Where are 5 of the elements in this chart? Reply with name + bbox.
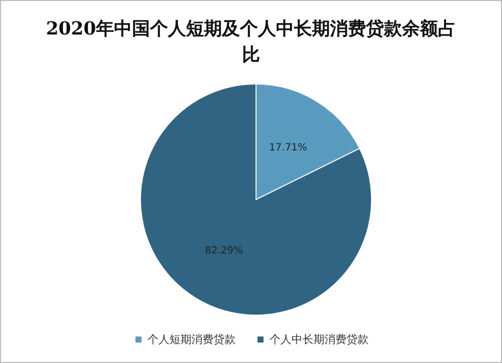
chart-title: 2020年中国个人短期及个人中长期消费贷款余额占比	[46, 18, 456, 66]
legend-label: 个人中长期消费贷款	[270, 333, 368, 346]
legend-label: 个人短期消费贷款	[148, 333, 236, 346]
data-label: 82.29%	[204, 246, 243, 257]
data-label: 17.71%	[269, 142, 308, 154]
